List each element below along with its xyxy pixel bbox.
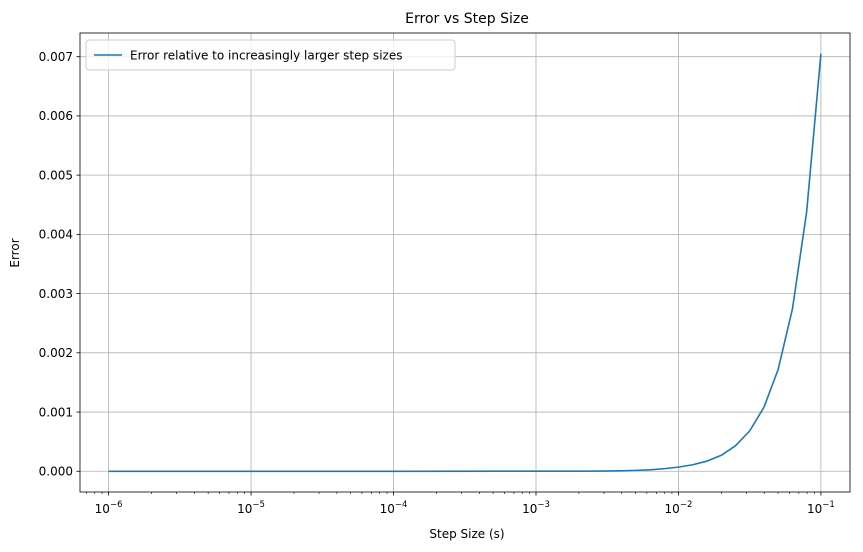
y-tick-label: 0.004 [39, 228, 73, 242]
y-tick-label: 0.006 [39, 109, 73, 123]
x-tick-label: 10−4 [380, 500, 408, 516]
chart-title: Error vs Step Size [405, 11, 529, 27]
x-tick-label: 10−5 [237, 500, 265, 516]
grid [80, 33, 850, 492]
series-line [108, 53, 822, 473]
y-axis-ticks: 0.000 0.001 0.002 0.003 0.004 0.005 0.006 0.007 [39, 50, 80, 479]
y-tick-label: 0.003 [39, 287, 73, 301]
y-tick-label: 0.001 [39, 405, 73, 419]
y-tick-label: 0.002 [39, 346, 73, 360]
y-axis-label: Error [8, 238, 22, 267]
x-axis-ticks: 10−6 10−5 10−4 10−3 10−2 10−1 [95, 492, 835, 516]
legend-box [85, 39, 456, 71]
plot-frame [79, 32, 851, 493]
minor-ticks [86, 492, 815, 494]
y-tick-label: 0.000 [39, 465, 73, 479]
y-tick-label: 0.007 [39, 50, 73, 64]
x-tick-label: 10−6 [95, 500, 123, 516]
series-layer [108, 53, 822, 473]
x-tick-label: 10−1 [807, 500, 835, 516]
x-tick-label: 10−3 [522, 500, 550, 516]
x-tick-label: 10−2 [665, 500, 693, 516]
legend-label: Error relative to increasingly larger st… [130, 49, 402, 63]
y-tick-label: 0.005 [39, 168, 73, 182]
x-axis-label: Step Size (s) [429, 527, 504, 541]
legend: Error relative to increasingly larger st… [85, 39, 456, 71]
